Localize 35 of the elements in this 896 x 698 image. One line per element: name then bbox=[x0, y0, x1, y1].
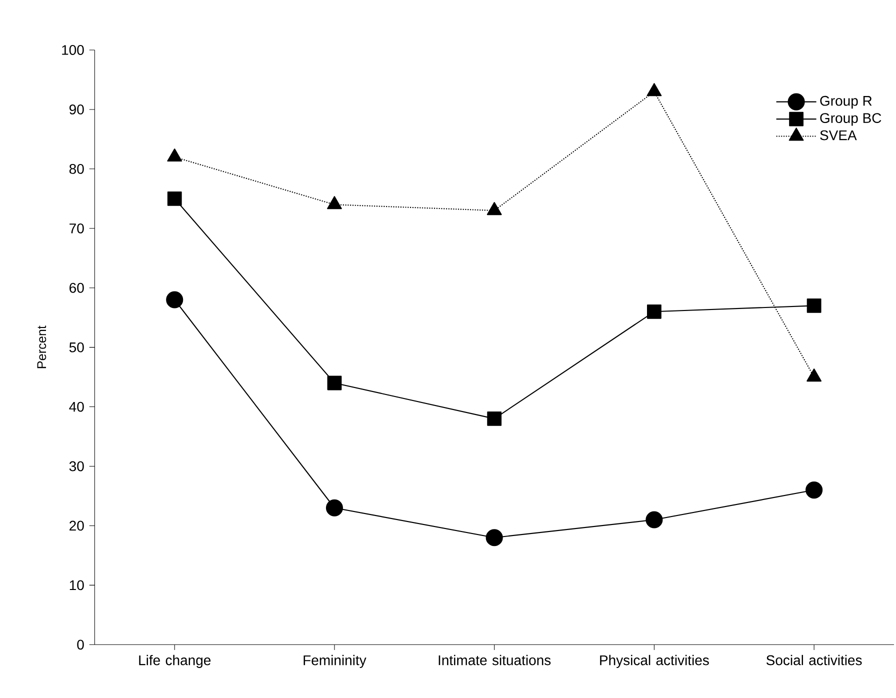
y-tick-label: 70 bbox=[70, 223, 84, 234]
x-tick-label: Physical activities bbox=[600, 654, 709, 668]
point bbox=[486, 202, 502, 216]
point bbox=[487, 411, 502, 426]
point bbox=[646, 511, 663, 528]
y-tick-label: 50 bbox=[69, 342, 84, 352]
point bbox=[646, 83, 662, 96]
y-tick-label: 40 bbox=[69, 402, 84, 412]
y-tick-label: 100 bbox=[62, 45, 84, 55]
x-tick-label: Intimate situations bbox=[438, 654, 551, 666]
point bbox=[326, 499, 344, 516]
point bbox=[806, 298, 822, 313]
y-tick-label: 0 bbox=[77, 640, 84, 650]
point bbox=[806, 482, 823, 499]
y-tick-label: 10 bbox=[70, 580, 84, 590]
y-tick-label: 60 bbox=[70, 282, 84, 293]
point bbox=[166, 291, 184, 308]
point bbox=[327, 376, 342, 390]
legend-label: Group BC bbox=[820, 113, 882, 126]
point bbox=[486, 529, 503, 546]
point bbox=[327, 196, 342, 210]
y-tick-label: 30 bbox=[69, 461, 84, 472]
x-tick-label: Life change bbox=[139, 654, 211, 668]
x-tick-label: Social activities bbox=[766, 654, 862, 666]
x-tick-label: Femininity bbox=[304, 654, 366, 668]
point bbox=[646, 304, 662, 319]
y-tick-label: 20 bbox=[70, 520, 84, 531]
point bbox=[167, 148, 182, 162]
y-tick-label: 90 bbox=[69, 104, 84, 114]
point bbox=[167, 191, 182, 206]
y-axis-title: Percent bbox=[37, 326, 46, 368]
point bbox=[806, 368, 822, 382]
legend-label: SVEA bbox=[820, 130, 857, 140]
legend-label: Group R bbox=[820, 96, 872, 109]
y-tick-label: 80 bbox=[69, 164, 84, 174]
